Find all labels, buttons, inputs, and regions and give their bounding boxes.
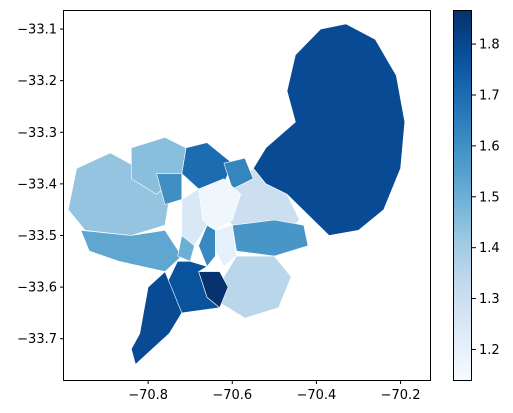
colorbar-tick-label: 1.3 <box>479 292 500 307</box>
x-tick-label: −70.8 <box>128 388 168 403</box>
region-southwest <box>80 229 183 272</box>
colorbar-tick-label: 1.2 <box>479 343 500 358</box>
colorbar-axis: 1.2 1.3 1.4 1.5 1.6 1.7 1.8 <box>472 38 500 358</box>
y-tick-label: −33.5 <box>17 229 57 244</box>
x-tick-label: −70.2 <box>381 388 421 403</box>
plot-frame <box>63 10 431 381</box>
x-tick-label: −70.6 <box>212 388 252 403</box>
region-southeast <box>219 255 292 319</box>
y-axis: −33.1 −33.2 −33.3 −33.4 −33.5 −33.6 −33.7 <box>17 23 64 347</box>
region-center-blue <box>198 224 216 268</box>
x-tick-label: −70.4 <box>296 388 336 403</box>
region-center-light <box>198 178 242 231</box>
y-tick-label: −33.1 <box>17 23 57 38</box>
colorbar-tick-label: 1.7 <box>479 88 500 103</box>
colorbar-tick-label: 1.8 <box>479 38 500 53</box>
y-tick-label: −33.3 <box>17 126 57 141</box>
region-south-long <box>130 271 183 366</box>
y-tick-label: −33.6 <box>17 281 57 296</box>
colorbar <box>453 10 472 381</box>
y-tick-label: −33.4 <box>17 177 57 192</box>
colorbar-tick-label: 1.4 <box>479 241 500 256</box>
region-south-mid <box>164 260 221 314</box>
region-north-center <box>223 157 254 190</box>
region-center-south-strip <box>215 224 237 267</box>
y-tick-label: −33.2 <box>17 74 57 89</box>
colorbar-tick-label: 1.6 <box>479 139 500 154</box>
colorbar-tick-label: 1.5 <box>479 190 500 205</box>
region-east-stripe <box>231 219 309 257</box>
regions-layer <box>67 23 406 366</box>
y-tick-label: −33.7 <box>17 332 57 347</box>
x-axis: −70.8 −70.6 −70.4 −70.2 <box>128 380 420 403</box>
